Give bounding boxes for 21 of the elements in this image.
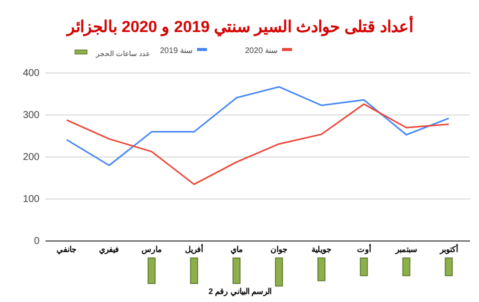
x-tick-label: ماي [230, 245, 243, 256]
x-tick-label: جويلية [311, 245, 332, 256]
y-tick-label: 400 [22, 68, 40, 80]
text: الرسم البياني رقم 2 [208, 287, 272, 297]
x-tick-label: أفريل [185, 242, 204, 256]
x-tick-label: سبتمبر [394, 245, 418, 256]
y-tick-label: 0 [34, 236, 40, 248]
x-tick-label: فيفري [99, 245, 120, 256]
x-tick-label: أكتوبر [438, 242, 458, 256]
y-tick-label: 200 [22, 152, 40, 164]
x-tick-label: جانفي [56, 245, 77, 256]
y-tick-label: 300 [22, 110, 40, 122]
line-series [66, 103, 450, 186]
legend-label: سنة 2020 [244, 46, 278, 55]
x-tick-label: أوت [356, 242, 371, 256]
line-series [66, 86, 450, 166]
legend-label: سنة 2019 [160, 46, 193, 55]
x-tick-label: جوان [270, 245, 288, 256]
y-tick-label: 100 [22, 194, 40, 206]
chart-title: أعداد قتلى حوادث السير سنتي 2019 و 2020 بالجزائر [66, 15, 413, 37]
x-tick-label: مارس [142, 245, 162, 256]
